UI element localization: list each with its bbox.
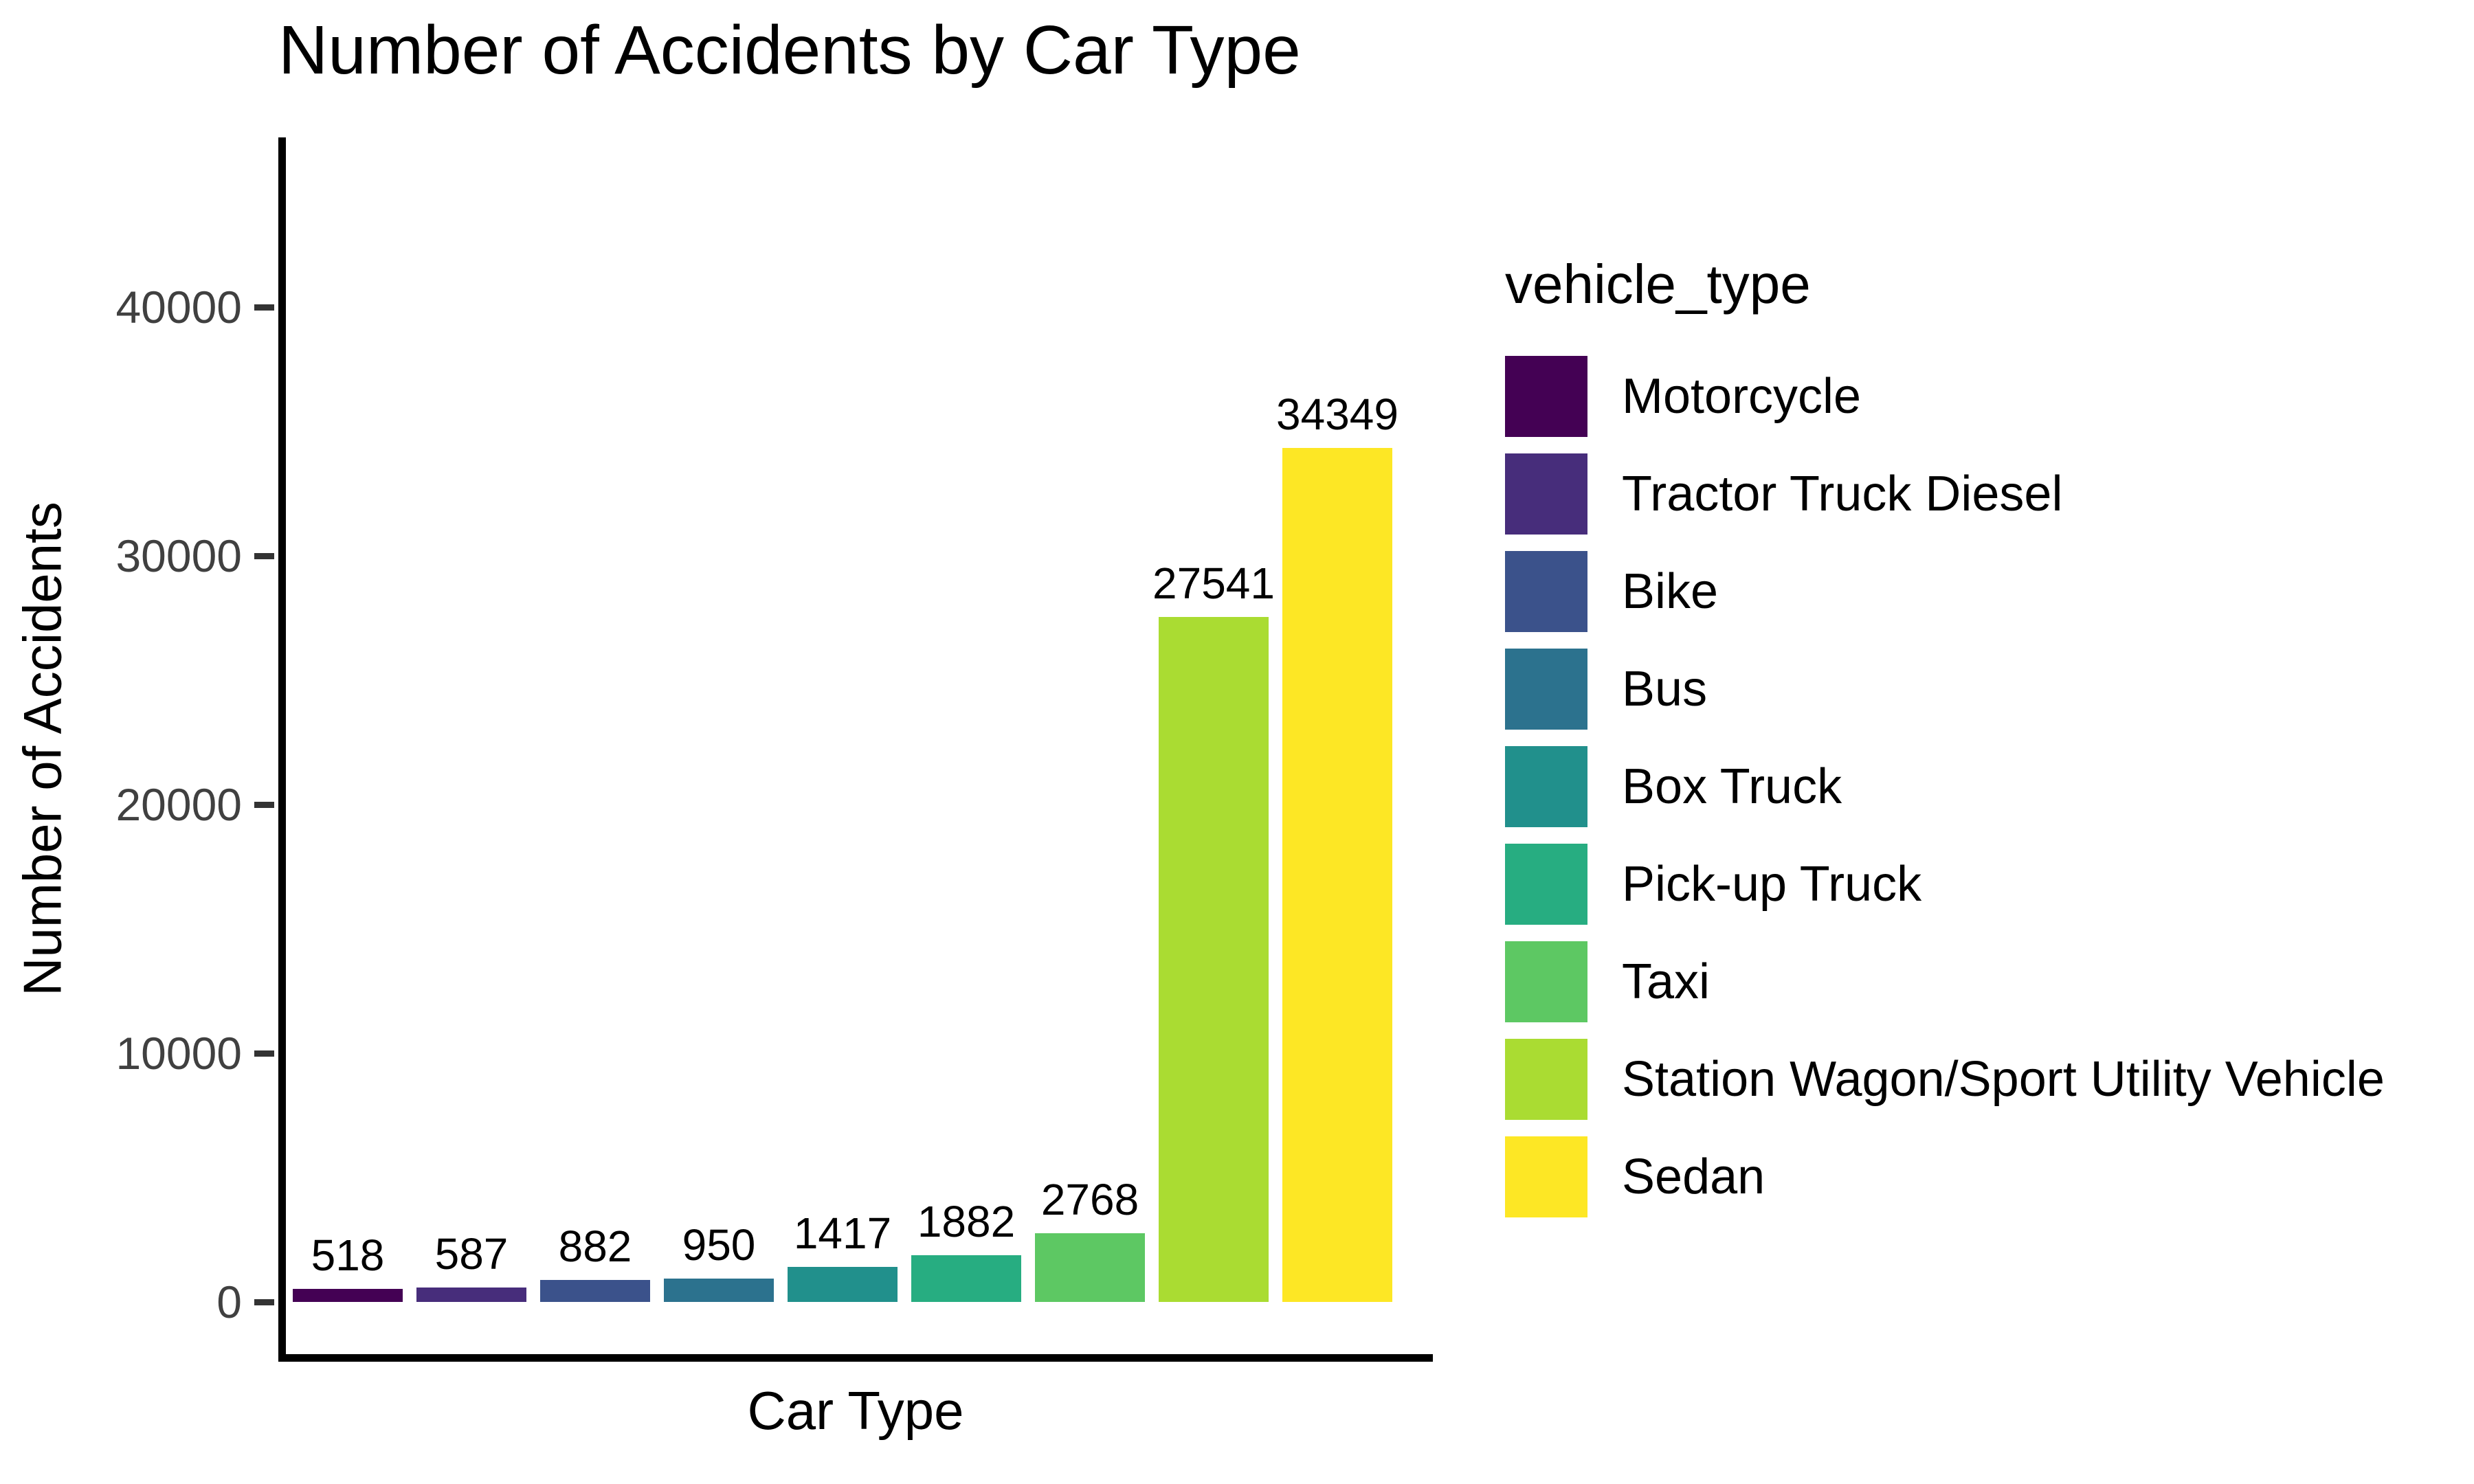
bar-value-label: 27541 <box>1152 559 1275 608</box>
bar-pick-up-truck <box>911 1255 1021 1302</box>
legend-item-label: Pick-up Truck <box>1622 857 1922 912</box>
bar-value-label: 1417 <box>793 1208 892 1258</box>
bar-motorcycle <box>293 1289 403 1302</box>
legend-key-swatch <box>1505 1039 1587 1120</box>
legend-item: Motorcycle <box>1505 356 2385 437</box>
bar-sedan <box>1282 448 1392 1302</box>
legend-item: Sedan <box>1505 1136 2385 1217</box>
legend-item: Box Truck <box>1505 746 2385 827</box>
legend-item: Bus <box>1505 649 2385 730</box>
legend-key-swatch <box>1505 356 1587 437</box>
chart-title: Number of Accidents by Car Type <box>278 12 1301 89</box>
legend-title: vehicle_type <box>1505 254 1811 315</box>
y-axis-tick-label: 20000 <box>115 779 242 830</box>
bar-value-label: 950 <box>682 1220 756 1270</box>
legend-item-label: Bike <box>1622 564 1719 619</box>
bar-value-label: 587 <box>434 1229 509 1279</box>
legend-item: Pick-up Truck <box>1505 844 2385 925</box>
legend-key-swatch <box>1505 746 1587 827</box>
legend-item: Taxi <box>1505 941 2385 1022</box>
bar-station-wagon-sport-utility-vehicle <box>1159 617 1269 1302</box>
legend-items: Motorcycle Tractor Truck Diesel Bike Bus Box… <box>1505 356 2385 1234</box>
y-axis-tick-label: 0 <box>216 1277 242 1327</box>
legend-item-label: Station Wagon/Sport Utility Vehicle <box>1622 1052 2385 1107</box>
legend-item-label: Box Truck <box>1622 759 1842 814</box>
bar-tractor-truck-diesel <box>416 1288 526 1302</box>
y-axis-tick <box>254 1299 274 1305</box>
y-axis-tick <box>254 1050 274 1057</box>
legend-key-swatch <box>1505 551 1587 632</box>
legend-item-label: Taxi <box>1622 954 1710 1009</box>
bar-value-label: 34349 <box>1276 390 1398 439</box>
bar-taxi <box>1035 1233 1145 1302</box>
bar-bus <box>664 1279 774 1302</box>
y-axis-tick-label: 10000 <box>115 1028 242 1079</box>
y-axis-tick-label: 30000 <box>115 530 242 581</box>
bar-value-label: 1882 <box>917 1197 1016 1246</box>
legend-item-label: Motorcycle <box>1622 369 1862 424</box>
legend-key-swatch <box>1505 844 1587 925</box>
legend-item: Station Wagon/Sport Utility Vehicle <box>1505 1039 2385 1120</box>
legend-key-swatch <box>1505 649 1587 730</box>
bar-value-label: 2768 <box>1040 1175 1139 1224</box>
x-axis-title: Car Type <box>747 1380 964 1441</box>
bar-value-label: 518 <box>311 1230 385 1280</box>
bar-bike <box>540 1280 650 1302</box>
y-axis-tick-label: 40000 <box>115 282 242 333</box>
legend-key-swatch <box>1505 941 1587 1022</box>
y-axis-tick <box>254 802 274 808</box>
y-axis-tick <box>254 553 274 559</box>
legend-item-label: Tractor Truck Diesel <box>1622 466 2063 521</box>
legend-key-swatch <box>1505 1136 1587 1217</box>
plot-panel: 518 587 882 950 1417 1882 2768 27541 34349 <box>278 137 1433 1362</box>
legend-key-swatch <box>1505 453 1587 535</box>
legend-item-label: Bus <box>1622 662 1708 717</box>
legend: vehicle_type Motorcycle Tractor Truck Die… <box>1505 253 2385 1234</box>
legend-item: Bike <box>1505 551 2385 632</box>
legend-item-label: Sedan <box>1622 1149 1765 1204</box>
legend-item: Tractor Truck Diesel <box>1505 453 2385 535</box>
y-axis-tick <box>254 304 274 311</box>
bar-value-label: 882 <box>558 1222 632 1271</box>
bar-box-truck <box>788 1267 898 1302</box>
